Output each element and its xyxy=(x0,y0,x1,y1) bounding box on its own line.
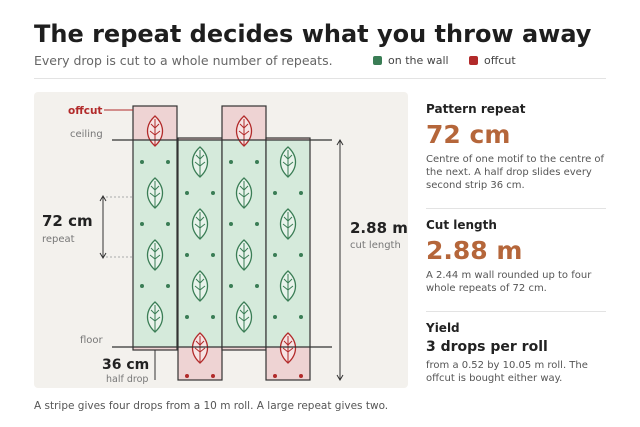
dot xyxy=(211,191,215,195)
leaf-vein xyxy=(282,212,294,238)
length-label: cut length xyxy=(350,240,401,251)
dot xyxy=(299,191,303,195)
dot xyxy=(185,315,189,319)
dot xyxy=(229,160,233,164)
strip-outline xyxy=(265,137,311,381)
dot xyxy=(185,374,189,378)
dot xyxy=(229,222,233,226)
panel-heading: Pattern repeat xyxy=(426,102,526,116)
legend-swatch xyxy=(469,56,478,65)
panel-text: from a 0.52 by 10.05 m roll. The offcut … xyxy=(426,360,588,384)
leaf-vein xyxy=(282,150,294,176)
strips xyxy=(132,105,311,381)
leaf-vein xyxy=(149,119,161,145)
panel-heading: Cut length xyxy=(426,218,497,232)
dot xyxy=(166,284,170,288)
offcut-bottom xyxy=(133,347,177,350)
footnote: A stripe gives four drops from a 10 m ro… xyxy=(34,400,389,412)
leaf-vein xyxy=(194,336,206,362)
dot xyxy=(166,222,170,226)
arrowheads xyxy=(99,195,107,259)
floor-label: floor xyxy=(80,335,104,346)
leaf-vein xyxy=(194,150,206,176)
dot xyxy=(255,222,259,226)
leaf-vein xyxy=(282,336,294,362)
legend-swatch xyxy=(373,56,382,65)
leaf-vein xyxy=(238,119,250,145)
panel-value: 72 cm xyxy=(426,120,511,149)
dot xyxy=(273,374,277,378)
dot xyxy=(299,253,303,257)
half-label: half drop xyxy=(106,374,148,385)
panel-value: 3 drops per roll xyxy=(426,339,548,355)
length-value: 2.88 m xyxy=(350,219,408,237)
repeat-label: repeat xyxy=(42,234,75,245)
panel: Yield 3 drops per roll from a 0.52 by 10… xyxy=(426,321,606,385)
panel-text: A 2.44 m wall rounded up to four whole r… xyxy=(426,270,592,294)
divider xyxy=(426,208,606,209)
panel: Cut length 2.88 m A 2.44 m wall rounded … xyxy=(426,218,606,295)
legend-item: on the wall xyxy=(373,54,449,67)
leaf-vein xyxy=(194,274,206,300)
legend-label: offcut xyxy=(484,54,516,67)
offcut-label: offcut xyxy=(68,105,102,117)
legend-item: offcut xyxy=(469,54,516,67)
ceiling-label: ceiling xyxy=(70,129,103,140)
repeat-value: 72 cm xyxy=(42,212,93,230)
leaf-vein xyxy=(149,181,161,207)
leaf-vein xyxy=(282,274,294,300)
dot xyxy=(140,284,144,288)
leaf-vein xyxy=(238,243,250,269)
subtitle: Every drop is cut to a whole number of r… xyxy=(34,53,333,68)
legend-label: on the wall xyxy=(388,54,449,67)
panel: Pattern repeat 72 cm Centre of one motif… xyxy=(426,102,606,192)
offcut-top xyxy=(266,138,310,140)
dot xyxy=(166,160,170,164)
dot xyxy=(229,284,233,288)
dot xyxy=(211,253,215,257)
divider xyxy=(426,311,606,312)
dot xyxy=(255,284,259,288)
dot xyxy=(273,315,277,319)
arrowheads xyxy=(336,139,344,381)
leaf-vein xyxy=(238,181,250,207)
panel-text: Centre of one motif to the centre of the… xyxy=(426,154,605,191)
leaf-vein xyxy=(149,243,161,269)
dot xyxy=(273,253,277,257)
title: The repeat decides what you throw away xyxy=(34,20,592,48)
dot xyxy=(211,374,215,378)
offcut-bottom xyxy=(222,347,266,350)
panel-heading: Yield xyxy=(426,321,460,335)
leaf-vein xyxy=(194,212,206,238)
leaf-vein xyxy=(238,305,250,331)
panel-value: 2.88 m xyxy=(426,236,523,265)
dot xyxy=(299,374,303,378)
dot xyxy=(185,191,189,195)
leaf-vein xyxy=(149,305,161,331)
dot xyxy=(140,222,144,226)
half-value: 36 cm xyxy=(102,357,149,373)
offcut-top xyxy=(178,138,222,140)
dot xyxy=(299,315,303,319)
divider xyxy=(34,78,606,79)
dot xyxy=(211,315,215,319)
dot xyxy=(185,253,189,257)
dot xyxy=(273,191,277,195)
dot xyxy=(140,160,144,164)
dot xyxy=(255,160,259,164)
